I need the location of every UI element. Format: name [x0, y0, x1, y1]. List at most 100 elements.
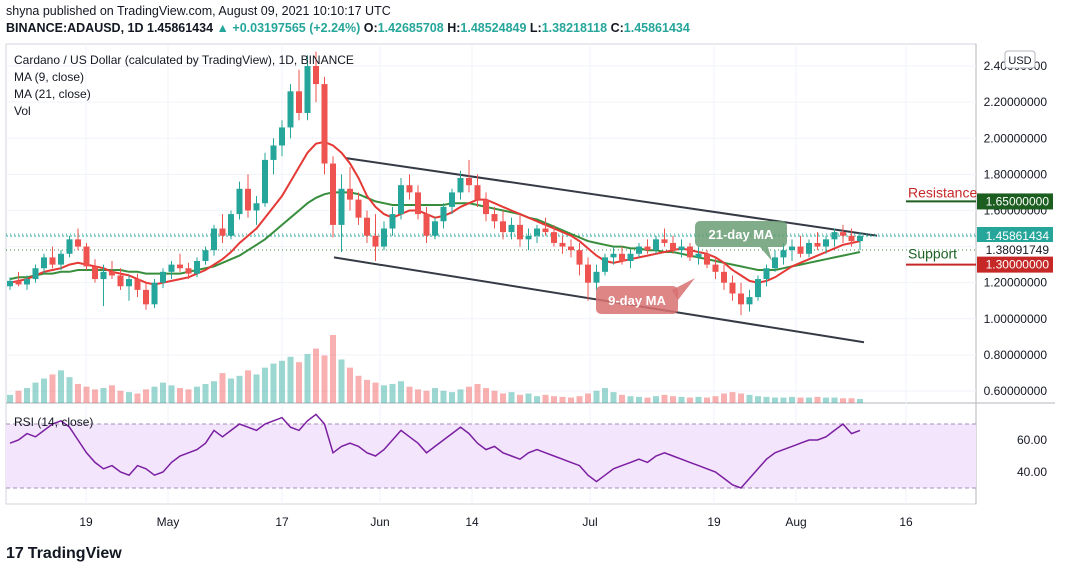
low-label: L: — [529, 21, 542, 35]
volume-bar — [636, 396, 642, 403]
candle-body — [313, 66, 319, 85]
candle — [797, 235, 804, 258]
candle — [134, 273, 141, 298]
candle-body — [134, 279, 141, 290]
volume-bar — [364, 379, 370, 403]
annotation-21-day-ma: 21-day MA — [695, 221, 787, 261]
volume-bar — [372, 382, 379, 403]
candle — [338, 174, 345, 252]
candle — [729, 275, 736, 301]
candle — [772, 250, 778, 272]
volume-bar — [857, 398, 863, 403]
candle-body — [534, 228, 540, 236]
legend-ma21: MA (21, close) — [14, 87, 91, 101]
candle-body — [432, 221, 438, 236]
candle — [126, 275, 132, 301]
candle — [372, 214, 379, 262]
ma21-line — [9, 191, 861, 281]
volume-bar — [262, 367, 268, 403]
candle — [602, 253, 608, 276]
candle-body — [245, 188, 251, 211]
candle — [321, 76, 328, 175]
volume-bar — [75, 383, 81, 403]
candle — [313, 51, 319, 103]
candle-body — [364, 217, 370, 236]
candle — [542, 217, 549, 236]
volume-bar — [780, 397, 787, 403]
volume-bar — [7, 394, 13, 403]
candle-body — [398, 185, 404, 215]
candle — [75, 228, 81, 251]
annotation-9-day-ma: 9-day MA — [596, 278, 695, 314]
candle — [304, 55, 311, 121]
candle — [100, 264, 107, 307]
volume-bar — [228, 378, 234, 403]
price-label-text: 1.65000000 — [986, 194, 1050, 208]
volume-bar — [355, 375, 362, 403]
legend: Cardano / US Dollar (calculated by Tradi… — [14, 53, 354, 429]
volume-bar — [806, 397, 812, 403]
candle — [704, 250, 710, 269]
volume-bar — [117, 390, 124, 403]
volume-bar — [194, 386, 200, 403]
candle — [219, 214, 226, 243]
volume-bar — [653, 396, 659, 403]
candle — [491, 206, 498, 229]
annotation-text: 9-day MA — [608, 293, 666, 308]
candle-body — [500, 221, 506, 233]
legend-title: Cardano / US Dollar (calculated by Tradi… — [14, 53, 354, 67]
candle — [551, 224, 557, 247]
volume-bar — [661, 394, 668, 403]
volume-bar — [823, 397, 829, 403]
candle-body — [636, 246, 642, 254]
legend-ma9: MA (9, close) — [14, 70, 84, 84]
candle-body — [202, 250, 209, 262]
volume-bar — [66, 377, 73, 403]
candle-body — [593, 271, 600, 283]
candle — [449, 188, 455, 215]
rsi-band — [6, 424, 976, 488]
y-tick-label: 2.00000000 — [984, 131, 1048, 145]
volume-bar — [585, 393, 591, 403]
candle-body — [338, 188, 345, 225]
price-label-box — [977, 193, 1053, 210]
candle-body — [194, 261, 200, 274]
volume-bar — [457, 389, 464, 403]
x-tick-label: 14 — [465, 515, 479, 529]
low-value: 1.38218118 — [541, 21, 608, 35]
candle — [848, 228, 855, 247]
candle-body — [296, 91, 302, 113]
currency-button[interactable]: USD — [1004, 50, 1036, 69]
candle-body — [15, 280, 22, 285]
volume-bar — [466, 386, 472, 403]
candle-body — [585, 264, 591, 283]
x-tick-label: 19 — [707, 515, 721, 529]
candle-body — [814, 242, 821, 247]
candle-body — [415, 192, 421, 215]
candle-body — [228, 214, 234, 236]
published-line: shyna published on TradingView.com, Augu… — [6, 4, 391, 18]
price-chart[interactable]: Resistance Support 21-day MA 9-day MA 0.60… — [0, 38, 1065, 538]
candle — [245, 174, 251, 218]
volume-bar — [381, 385, 387, 403]
volume-bar — [534, 396, 540, 403]
candle-body — [483, 199, 489, 215]
volume-bar — [219, 373, 226, 403]
volume-bar — [143, 389, 149, 403]
candle — [721, 264, 727, 290]
candle — [364, 210, 370, 243]
footer-brand[interactable]: 17 TradingView — [6, 545, 122, 563]
price-levels: Resistance Support — [6, 184, 977, 266]
tradingview-logo-icon: 17 — [6, 545, 24, 562]
candles — [7, 51, 863, 316]
candle — [432, 217, 438, 240]
support-label: Support — [908, 246, 957, 262]
volume-bar — [627, 396, 634, 403]
legend-vol: Vol — [14, 104, 31, 118]
x-tick-label: May — [157, 515, 180, 529]
candle-body — [457, 177, 464, 193]
price-label-box — [977, 242, 1053, 259]
rsi-tick-label: 40.00 — [1017, 465, 1047, 479]
volume-bar — [423, 390, 430, 403]
volume-bar — [695, 396, 702, 403]
